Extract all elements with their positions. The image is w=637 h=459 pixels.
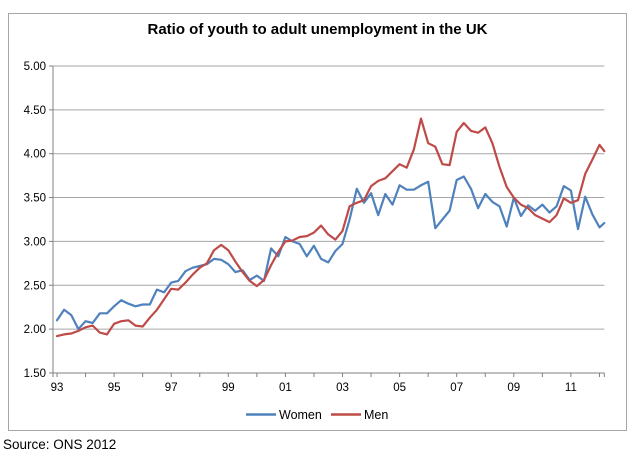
x-tick-label-05: 05 — [393, 382, 406, 394]
y-tick-label-4.50: 4.50 — [24, 105, 46, 117]
y-tick-label-3.00: 3.00 — [24, 236, 46, 248]
chart-title: Ratio of youth to adult unemployment in … — [147, 21, 488, 38]
y-tick-label-5.00: 5.00 — [24, 61, 46, 73]
legend-men-label: Men — [364, 408, 388, 422]
x-tick-label-95: 95 — [108, 382, 121, 394]
legend-women-label: Women — [279, 408, 322, 422]
series-line-women — [55, 175, 606, 331]
x-tick-label-03: 03 — [336, 382, 349, 394]
chart-border-frame — [8, 13, 627, 431]
series-lines — [55, 117, 606, 338]
x-tick-label-97: 97 — [165, 382, 178, 394]
x-tick-label-11: 11 — [565, 382, 577, 394]
x-tick-label-07: 07 — [450, 382, 463, 394]
x-tick-label-99: 99 — [222, 382, 235, 394]
x-tick-label-93: 93 — [51, 382, 64, 394]
y-tick-label-1.50: 1.50 — [24, 368, 46, 380]
legend: Women Men — [246, 408, 388, 422]
x-tick-label-09: 09 — [507, 382, 520, 394]
source-note: Source: ONS 2012 — [3, 437, 117, 452]
x-tick-label-01: 01 — [279, 382, 292, 394]
axes: 5.00 4.50 4.00 3.50 3.00 2.50 2.00 1.50 93 95 97 99… — [24, 61, 605, 394]
gridlines — [53, 65, 605, 330]
y-tick-label-3.50: 3.50 — [24, 193, 46, 205]
y-tick-label-2.50: 2.50 — [24, 280, 46, 292]
series-line-men — [55, 117, 606, 338]
y-tick-label-4.00: 4.00 — [24, 149, 46, 161]
y-tick-label-2.00: 2.00 — [24, 324, 46, 336]
